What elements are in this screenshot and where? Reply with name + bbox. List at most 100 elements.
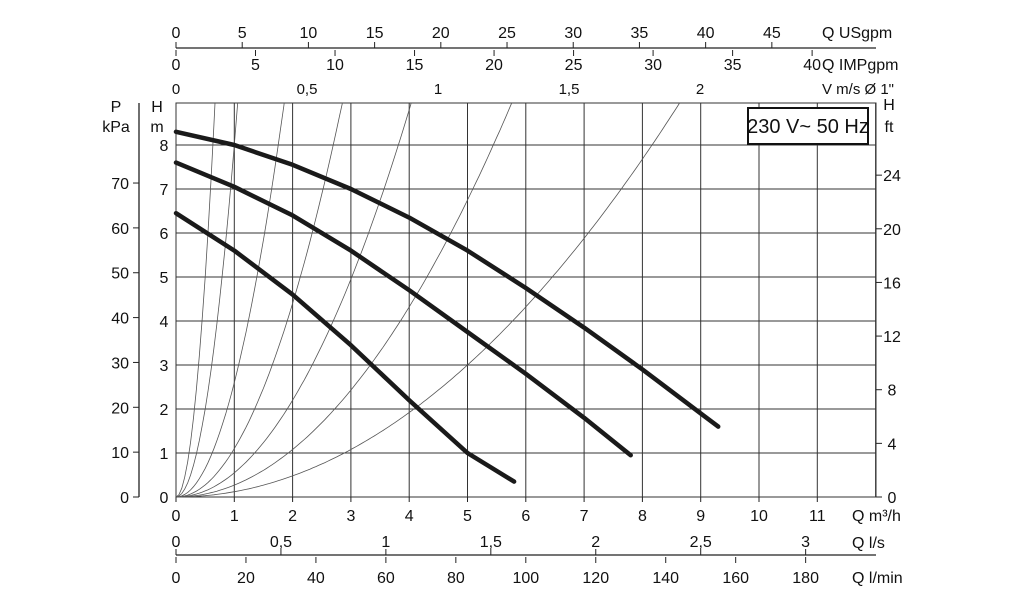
x-tick-label: 9 (696, 508, 705, 525)
lmin-tick-label: 80 (447, 570, 465, 587)
title-box (747, 107, 869, 145)
usgpm-tick-label: 20 (432, 25, 450, 42)
lmin-tick-label: 100 (512, 570, 539, 587)
system-curve (175, 102, 216, 498)
ls-tick-label: 0 (172, 534, 181, 551)
x-tick-label: 3 (346, 508, 355, 525)
x-tick-label: 0 (172, 508, 181, 525)
pressure-tick-label: 30 (111, 355, 129, 372)
velocity-tick-label: 0,5 (297, 81, 318, 98)
y-tick-label: 8 (160, 138, 169, 155)
left-head-label-unit: m (150, 119, 163, 136)
pressure-tick-label: 10 (111, 445, 129, 462)
feet-tick-label: 24 (883, 168, 901, 185)
lmin-tick-label: 180 (792, 570, 819, 587)
left-head-label-h: H (151, 99, 163, 116)
feet-tick-label: 16 (883, 275, 901, 292)
pump-curve-3 (173, 129, 721, 429)
impgpm-tick-label: 20 (485, 57, 503, 74)
system-curve (176, 102, 680, 498)
ls-tick-label: 1,5 (480, 534, 502, 551)
x-tick-label: 4 (405, 508, 414, 525)
system-curves (175, 102, 680, 498)
lmin-tick-label: 120 (582, 570, 609, 587)
ls-tick-label: 2,5 (690, 534, 712, 551)
x-tick-label: 11 (809, 508, 826, 525)
usgpm-tick-label: 40 (697, 25, 715, 42)
impgpm-tick-label: 10 (326, 57, 344, 74)
lmin-tick-label: 160 (722, 570, 749, 587)
impgpm-tick-label: 15 (406, 57, 424, 74)
lmin-tick-label: 60 (377, 570, 395, 587)
feet-tick-label: 8 (888, 383, 897, 400)
xlabel: Q m³/h (852, 508, 901, 525)
x-tick-label: 1 (230, 508, 239, 525)
pressure-tick-label: 50 (111, 266, 129, 283)
usgpm-tick-label: 30 (564, 25, 582, 42)
chart-title: 230 V~ 50 Hz (747, 116, 869, 138)
y-tick-label: 0 (160, 490, 169, 507)
feet-tick-label: 12 (883, 329, 901, 346)
pressure-tick-label: 60 (111, 221, 129, 238)
pressure-tick-label: 0 (120, 490, 129, 507)
system-curve (175, 102, 285, 498)
grid (175, 102, 877, 498)
lmin-tick-label: 20 (237, 570, 255, 587)
impgpm-tick-label: 30 (644, 57, 662, 74)
usgpm-tick-label: 45 (763, 25, 781, 42)
ls-tick-label: 3 (801, 534, 810, 551)
top-velocity-label: V m/s Ø 1" (822, 81, 894, 98)
lmin-tick-label: 0 (172, 570, 181, 587)
right-feet-label-h: H (883, 97, 895, 114)
left-pressure-label-unit: kPa (102, 119, 130, 136)
axes: 0 1 2 3 4 5 6 7 8 9 10 1112345678001020304050607004… (111, 25, 901, 587)
feet-tick-label: 0 (888, 490, 897, 507)
y-tick-label: 2 (160, 402, 169, 419)
y-tick-label: 3 (160, 358, 169, 375)
system-curve (175, 102, 412, 498)
top-impgpm-label: Q IMPgpm (822, 57, 898, 74)
x-tick-label: 5 (463, 508, 472, 525)
pump-curves (173, 129, 721, 484)
impgpm-tick-label: 35 (724, 57, 742, 74)
pressure-tick-label: 70 (111, 176, 129, 193)
y-tick-label: 6 (160, 226, 169, 243)
x-tick-label: 10 (750, 508, 768, 525)
system-curve (176, 102, 513, 498)
usgpm-tick-label: 35 (631, 25, 649, 42)
ls-tick-label: 1 (381, 534, 390, 551)
velocity-tick-label: 0 (172, 81, 180, 98)
pressure-tick-label: 20 (111, 400, 129, 417)
y-tick-label: 1 (160, 446, 169, 463)
pump-curve-1 (173, 210, 517, 484)
lmin-tick-label: 140 (652, 570, 679, 587)
usgpm-tick-label: 0 (172, 25, 181, 42)
usgpm-tick-label: 15 (366, 25, 384, 42)
impgpm-tick-label: 40 (803, 57, 821, 74)
impgpm-tick-label: 5 (251, 57, 260, 74)
system-curve (175, 102, 343, 498)
impgpm-tick-label: 25 (565, 57, 583, 74)
right-feet-label-unit: ft (885, 119, 894, 136)
lmin-tick-label: 40 (307, 570, 325, 587)
top-usgpm-label: Q USgpm (822, 25, 892, 42)
usgpm-tick-label: 5 (238, 25, 247, 42)
left-pressure-label-p: P (111, 99, 122, 116)
bottom-ls-label: Q l/s (852, 535, 885, 552)
pump-curve-2 (173, 160, 633, 458)
pressure-tick-label: 40 (111, 311, 129, 328)
y-tick-label: 4 (160, 314, 169, 331)
feet-tick-label: 20 (883, 222, 901, 239)
bottom-lmin-label: Q l/min (852, 570, 903, 587)
y-tick-label: 5 (160, 270, 169, 287)
velocity-tick-label: 1 (434, 81, 442, 98)
velocity-tick-label: 1,5 (559, 81, 580, 98)
x-tick-label: 8 (638, 508, 647, 525)
ls-tick-label: 2 (591, 534, 600, 551)
usgpm-tick-label: 10 (300, 25, 318, 42)
velocity-tick-label: 2 (696, 81, 704, 98)
system-curve (175, 102, 239, 498)
y-tick-label: 7 (160, 182, 169, 199)
ls-tick-label: 0,5 (270, 534, 292, 551)
